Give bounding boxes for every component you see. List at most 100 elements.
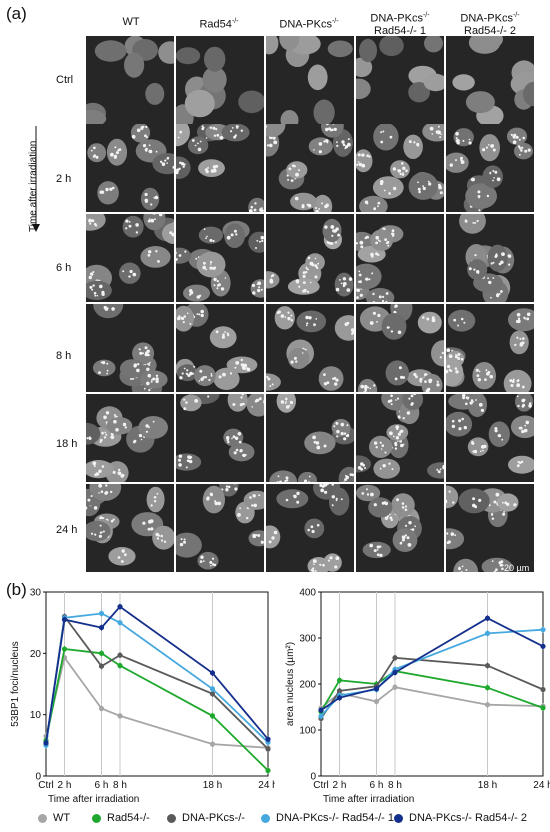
y-tick-label: 30 (30, 588, 42, 599)
data-point (540, 627, 546, 633)
column-header-wt: WT (122, 16, 140, 28)
micrograph-cell (86, 484, 174, 572)
x-axis-label: Time after irradiation (48, 794, 139, 802)
micrograph-cell (266, 304, 354, 392)
plot-frame (45, 591, 269, 777)
data-point (98, 650, 105, 656)
x-tick-label: 24 h (258, 780, 275, 791)
data-point (540, 643, 546, 649)
y-tick-label: 0 (35, 772, 41, 783)
y-tick-label: 300 (299, 634, 316, 645)
series-line (320, 686, 544, 709)
legend-label: WT (53, 812, 71, 824)
micrograph-cell (176, 394, 264, 482)
legend-item: DNA-PKcs-/- (167, 812, 245, 824)
data-point (392, 669, 398, 676)
micrograph-cell (86, 36, 174, 124)
y-tick-label: 400 (299, 588, 316, 599)
area-chart: 0 100 200 300 400 Ctrl 2 h 6 h 8 h 18 h 24 h area n… (285, 588, 550, 803)
data-point (98, 624, 105, 631)
x-tick-label: Ctrl (38, 780, 54, 791)
data-point (392, 684, 398, 690)
column-header-rad54: Rad54-/- (199, 18, 239, 31)
micrograph-cell (356, 214, 444, 302)
data-point (61, 617, 68, 623)
data-point (43, 740, 49, 746)
micrograph-cell (86, 214, 174, 302)
micrograph-cell (446, 124, 534, 212)
x-axis-label: Time after irradiation (323, 794, 414, 802)
micrograph-cell (86, 124, 174, 212)
legend-label: Rad54-/- (107, 812, 150, 824)
legend-swatch (167, 813, 176, 823)
micrograph-cell (266, 36, 354, 124)
data-point (117, 663, 123, 669)
micrograph-cell (356, 124, 444, 212)
row-label-2h: 2 h (56, 173, 72, 185)
column-header-dnapkcs: DNA-PKcs-/- (279, 18, 339, 31)
data-point (117, 604, 123, 610)
series-line (45, 655, 269, 749)
micrograph-cell (86, 394, 174, 482)
row-label-8h: 8 h (56, 350, 72, 362)
micrograph-cell (176, 36, 264, 124)
data-point (61, 646, 68, 652)
data-point (392, 655, 398, 661)
data-point (336, 695, 343, 701)
legend-label: DNA-PKcs-/- Rad54-/- 1 (276, 812, 394, 824)
data-point (209, 741, 216, 747)
data-point (209, 670, 216, 676)
scale-bar (504, 574, 532, 576)
data-point (209, 686, 216, 692)
data-point (484, 685, 491, 691)
data-point (484, 615, 491, 621)
x-tick-label: 24 h (533, 780, 550, 791)
micrograph-cell (266, 484, 354, 572)
micrograph-cell (266, 214, 354, 302)
data-point (373, 686, 380, 692)
y-tick-label: 200 (299, 680, 316, 691)
micrograph-cell (86, 304, 174, 392)
micrograph-cell (176, 124, 264, 212)
micrograph-cell (356, 304, 444, 392)
y-tick-label: 0 (310, 772, 316, 783)
series-line (45, 614, 269, 750)
data-point (209, 691, 216, 697)
x-tick-label: Ctrl (313, 780, 329, 791)
legend-item: Rad54-/- (92, 812, 150, 824)
micrograph-cell (266, 394, 354, 482)
micrograph-cell (446, 304, 534, 392)
data-point (540, 705, 546, 711)
x-tick-label: 8 h (388, 780, 402, 791)
data-point (265, 746, 271, 752)
column-header-double-1: DNA-PKcs-/- Rad54-/- 1 (370, 12, 430, 37)
x-tick-label: 2 h (333, 780, 347, 791)
legend-item: WT (38, 812, 70, 824)
data-point (98, 610, 105, 617)
row-label-24h: 24 h (56, 524, 78, 536)
data-point (318, 713, 324, 719)
legend-label: DNA-PKcs-/- Rad54-/- 2 (409, 812, 527, 824)
micrograph-cell (176, 214, 264, 302)
micrograph-cell (356, 484, 444, 572)
micrograph-cell (446, 484, 534, 572)
legend-item: DNA-PKcs-/- Rad54-/- 1 (261, 812, 394, 824)
x-tick-label: 6 h (95, 780, 109, 791)
series-line (320, 656, 544, 720)
foci-chart: 0 10 20 30 Ctrl 2 h 6 h 8 h 18 h 24 h 53BP1 foci/n… (10, 588, 275, 803)
data-point (98, 705, 105, 712)
micrograph-cell (356, 36, 444, 124)
y-tick-label: 10 (30, 710, 42, 721)
x-tick-label: 2 h (58, 780, 72, 791)
y-tick-label: 20 (30, 649, 42, 660)
data-point (265, 767, 271, 774)
row-label-18h: 18 h (56, 438, 78, 450)
data-point (336, 677, 343, 683)
row-label-ctrl: Ctrl (56, 74, 74, 86)
legend-item: DNA-PKcs-/- Rad54-/- 2 (394, 812, 527, 824)
micrograph-cell (266, 124, 354, 212)
y-axis-label: 53BP1 foci/nucleus (10, 641, 21, 727)
data-point (98, 663, 105, 669)
x-tick-label: 6 h (370, 780, 384, 791)
data-point (373, 698, 380, 705)
